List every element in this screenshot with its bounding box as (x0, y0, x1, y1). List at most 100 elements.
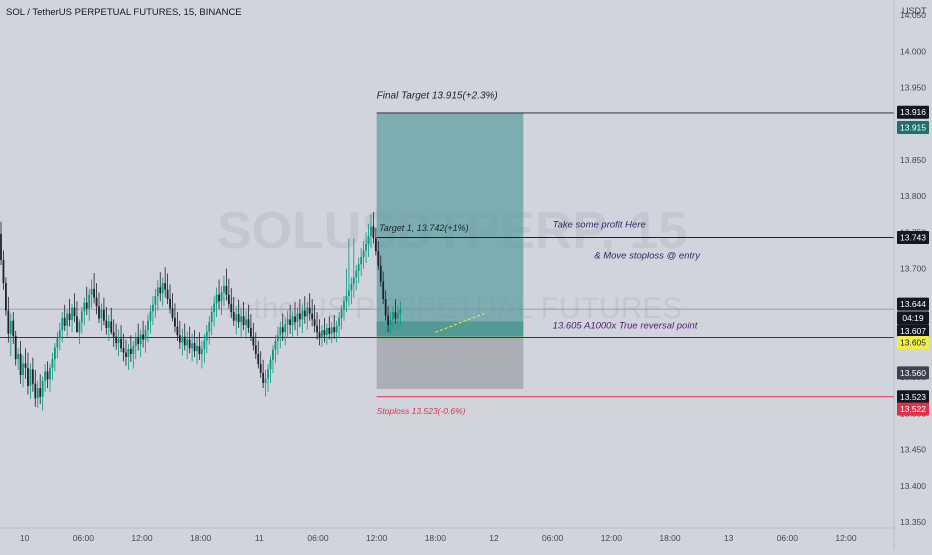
candle-body (132, 346, 135, 355)
time-axis[interactable]: 10 06:00 12:00 18:00 11 06:00 12:00 18:00 12 06:0… (0, 527, 894, 543)
candle-body (169, 299, 171, 309)
candle-body (181, 336, 184, 343)
y-tick-label: 13.950 (900, 83, 926, 93)
candle-body (49, 367, 51, 380)
y-tick-label: 13.850 (900, 155, 926, 165)
candle-body (66, 313, 69, 326)
candle-body (274, 341, 277, 350)
candle-body (27, 367, 29, 386)
candle-body (267, 369, 269, 379)
candle-body (284, 324, 287, 333)
candle-body (254, 345, 257, 355)
annotations[interactable]: Final Target 13.915(+2.3%) Target 1, 13.7… (377, 90, 702, 416)
candle-body (350, 283, 353, 291)
price-label-text: 04:19 (902, 313, 924, 323)
candle-body (105, 320, 108, 328)
candle-body (259, 364, 262, 373)
candle-body (88, 294, 91, 309)
candle-body (71, 307, 73, 321)
candle-body (397, 313, 399, 319)
candle-body (294, 316, 296, 323)
candle-body (9, 320, 12, 334)
candle-body (193, 343, 196, 352)
x-tick-label: 06:00 (307, 533, 329, 543)
annotation-5: Stoploss 13.523(-0.6%) (377, 406, 466, 416)
candle-body (164, 283, 167, 290)
candle-body (399, 309, 402, 314)
candle-body (90, 288, 93, 295)
candle-body (379, 265, 382, 282)
candle-body (389, 320, 392, 326)
candle-body (372, 226, 375, 239)
candle-body (110, 321, 113, 333)
x-tick-label: 06:00 (542, 533, 564, 543)
candle-body (34, 383, 37, 399)
x-tick-label: 10 (20, 533, 30, 543)
candle-body (215, 294, 218, 304)
candle-body (242, 316, 245, 326)
y-tick-label: 13.700 (900, 264, 926, 274)
entry-band (376, 321, 524, 338)
candle-body (311, 313, 314, 320)
candle-body (44, 371, 46, 381)
candle-body (154, 296, 157, 305)
candle-body (149, 311, 152, 321)
candle-body (333, 327, 336, 333)
candle-body (2, 259, 5, 284)
candle-body (129, 348, 132, 355)
candle-body (122, 348, 125, 353)
candle-body (374, 238, 377, 252)
annotation-4: 13.605 A1000x True reversal point (553, 321, 698, 332)
candle-body (41, 380, 44, 397)
candle-body (156, 287, 159, 297)
candle-body (355, 270, 358, 278)
candle-body (7, 310, 10, 334)
price-label-box (897, 402, 929, 416)
annotation-0: Final Target 13.915(+2.3%) (377, 90, 498, 101)
candle-body (196, 346, 198, 352)
price-label-text: 13.916 (900, 107, 926, 117)
candle-body (367, 236, 370, 245)
horizontal-lines[interactable] (0, 112, 894, 398)
annotation-2: Take some profit Here (553, 219, 646, 230)
candle-body (46, 371, 49, 380)
candle-body (362, 250, 365, 258)
candle-body (31, 369, 34, 384)
annotation-1: Target 1, 13.742(+1%) (379, 223, 468, 233)
candle-body (247, 319, 250, 328)
candle-body (343, 301, 345, 310)
candle-body (232, 312, 235, 321)
candle-body (306, 307, 309, 317)
price-label-text: 13.522 (900, 404, 926, 414)
candle-body (63, 317, 66, 326)
candle-body (235, 314, 238, 321)
candle-body (252, 336, 255, 346)
symbol-title: SOL / TetherUS PERPETUAL FUTURES, 15, BI… (6, 7, 242, 18)
candle-body (360, 257, 363, 265)
position-zones[interactable] (376, 112, 524, 389)
candle-body (377, 251, 380, 266)
candle-body (213, 303, 216, 313)
annotation-3: & Move stoploss @ entry (594, 250, 701, 261)
candle-body (24, 363, 27, 368)
candle-body (76, 316, 78, 333)
candle-body (103, 309, 105, 321)
candle-body (134, 338, 137, 347)
candle-body (308, 307, 311, 314)
candle-body (183, 336, 186, 346)
price-label-text: 13.605 (900, 337, 926, 347)
candle-body (174, 317, 176, 327)
candle-body (98, 306, 100, 319)
candle-body (313, 319, 316, 326)
x-tick-label: 11 (255, 533, 264, 543)
candle-body (54, 347, 56, 360)
candle-body (171, 308, 174, 318)
entry-trend-line (435, 313, 485, 333)
candle-body (19, 354, 22, 376)
price-axis[interactable]: USDT 14.05014.00013.95013.90013.85013.80… (893, 0, 927, 550)
candle-body (335, 325, 338, 333)
candle-body (276, 335, 279, 342)
candle-body (61, 317, 64, 331)
